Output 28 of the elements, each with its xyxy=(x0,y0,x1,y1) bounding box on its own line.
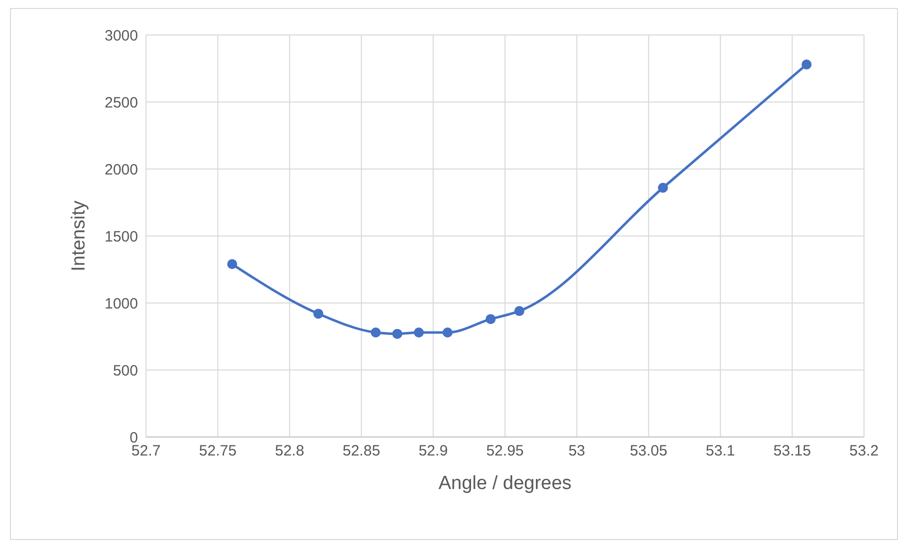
y-tick-label: 2500 xyxy=(104,94,138,112)
point xyxy=(486,314,496,324)
point xyxy=(313,308,324,319)
y-tick-label: 1500 xyxy=(104,228,138,246)
x-tick-label: 53.1 xyxy=(706,442,735,460)
point xyxy=(392,328,402,339)
y-tick-label: 500 xyxy=(112,362,138,380)
x-axis-title: Angle / degrees xyxy=(438,473,572,494)
x-tick-label: 52.85 xyxy=(342,442,380,460)
x-tick-label: 53 xyxy=(568,442,586,460)
point xyxy=(514,306,524,316)
x-tick-label: 52.95 xyxy=(486,442,524,460)
x-tick-label: 53.2 xyxy=(849,442,879,460)
point xyxy=(658,182,668,193)
x-tick-label: 52.8 xyxy=(275,442,304,460)
point xyxy=(370,327,381,338)
y-tick-label: 2000 xyxy=(104,161,138,178)
x-tick-label: 52.9 xyxy=(418,442,448,460)
point xyxy=(802,59,812,70)
point xyxy=(414,327,424,338)
x-tick-label: 53.05 xyxy=(630,442,668,460)
x-tick-label: 53.15 xyxy=(773,442,811,460)
point xyxy=(227,259,238,270)
y-tick-label: 1000 xyxy=(104,295,138,312)
x-tick-label: 52.75 xyxy=(199,442,237,460)
point xyxy=(442,327,453,338)
y-axis-title: Intensity xyxy=(68,200,90,272)
y-tick-label: 3000 xyxy=(104,27,138,44)
